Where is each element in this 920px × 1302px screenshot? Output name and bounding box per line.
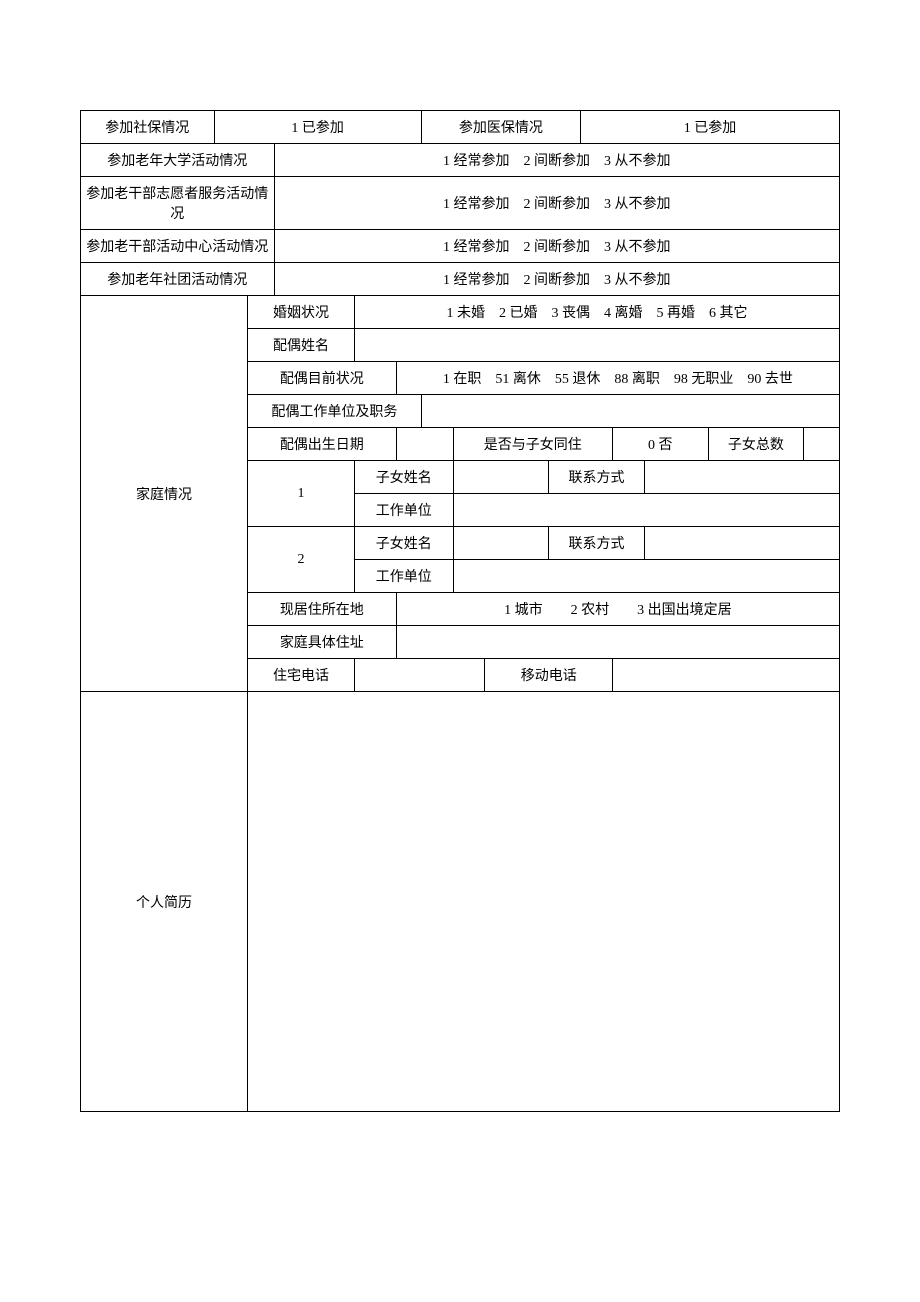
- value-children-total: [804, 428, 840, 461]
- value-spouse-name: [354, 329, 839, 362]
- label-child2-work: 工作单位: [354, 560, 453, 593]
- label-live-with: 是否与子女同住: [453, 428, 612, 461]
- label-spouse-work: 配偶工作单位及职务: [247, 395, 421, 428]
- label-children-total: 子女总数: [708, 428, 804, 461]
- options-activity-center: 1 经常参加 2 间断参加 3 从不参加: [274, 230, 839, 263]
- options-activity-univ: 1 经常参加 2 间断参加 3 从不参加: [274, 144, 839, 177]
- row-activity-univ: 参加老年大学活动情况 1 经常参加 2 间断参加 3 从不参加: [81, 144, 840, 177]
- value-medical: 1 已参加: [581, 111, 840, 144]
- value-child2-contact: [644, 527, 839, 560]
- options-spouse-status: 1 在职 51 离休 55 退休 88 离职 98 无职业 90 去世: [396, 362, 839, 395]
- label-residence: 现居住所在地: [247, 593, 396, 626]
- label-medical: 参加医保情况: [421, 111, 580, 144]
- value-live-with: 0 否: [612, 428, 708, 461]
- row-activity-center: 参加老干部活动中心活动情况 1 经常参加 2 间断参加 3 从不参加: [81, 230, 840, 263]
- form-table: 参加社保情况 1 已参加 参加医保情况 1 已参加 参加老年大学活动情况 1 经…: [80, 110, 840, 1112]
- options-residence: 1 城市 2 农村 3 出国出境定居: [396, 593, 839, 626]
- label-home-phone: 住宅电话: [247, 659, 354, 692]
- label-address: 家庭具体住址: [247, 626, 396, 659]
- value-child1-name: [453, 461, 549, 494]
- label-spouse-status: 配偶目前状况: [247, 362, 396, 395]
- value-child1-work: [453, 494, 839, 527]
- label-child2-idx: 2: [247, 527, 354, 593]
- value-address: [396, 626, 839, 659]
- value-child1-contact: [644, 461, 839, 494]
- label-child2-contact: 联系方式: [549, 527, 645, 560]
- value-home-phone: [354, 659, 485, 692]
- label-child1-contact: 联系方式: [549, 461, 645, 494]
- label-child1-name: 子女姓名: [354, 461, 453, 494]
- row-marital: 家庭情况 婚姻状况 1 未婚 2 已婚 3 丧偶 4 离婚 5 再婚 6 其它: [81, 296, 840, 329]
- options-marital: 1 未婚 2 已婚 3 丧偶 4 离婚 5 再婚 6 其它: [354, 296, 839, 329]
- label-social: 参加社保情况: [81, 111, 215, 144]
- label-marital: 婚姻状况: [247, 296, 354, 329]
- label-family: 家庭情况: [81, 296, 248, 692]
- label-activity-center: 参加老干部活动中心活动情况: [81, 230, 275, 263]
- options-activity-club: 1 经常参加 2 间断参加 3 从不参加: [274, 263, 839, 296]
- label-mobile: 移动电话: [485, 659, 613, 692]
- value-child2-name: [453, 527, 549, 560]
- value-social: 1 已参加: [214, 111, 421, 144]
- row-activity-club: 参加老年社团活动情况 1 经常参加 2 间断参加 3 从不参加: [81, 263, 840, 296]
- value-resume: [247, 692, 839, 1112]
- value-child2-work: [453, 560, 839, 593]
- label-activity-volunteer: 参加老干部志愿者服务活动情况: [81, 177, 275, 230]
- label-child2-name: 子女姓名: [354, 527, 453, 560]
- label-activity-univ: 参加老年大学活动情况: [81, 144, 275, 177]
- row-activity-volunteer: 参加老干部志愿者服务活动情况 1 经常参加 2 间断参加 3 从不参加: [81, 177, 840, 230]
- options-activity-volunteer: 1 经常参加 2 间断参加 3 从不参加: [274, 177, 839, 230]
- label-spouse-birth: 配偶出生日期: [247, 428, 396, 461]
- row-social-insurance: 参加社保情况 1 已参加 参加医保情况 1 已参加: [81, 111, 840, 144]
- value-spouse-work: [421, 395, 839, 428]
- value-mobile: [612, 659, 839, 692]
- label-spouse-name: 配偶姓名: [247, 329, 354, 362]
- row-resume: 个人简历: [81, 692, 840, 1112]
- value-spouse-birth: [396, 428, 453, 461]
- label-resume: 个人简历: [81, 692, 248, 1112]
- label-activity-club: 参加老年社团活动情况: [81, 263, 275, 296]
- label-child1-work: 工作单位: [354, 494, 453, 527]
- label-child1-idx: 1: [247, 461, 354, 527]
